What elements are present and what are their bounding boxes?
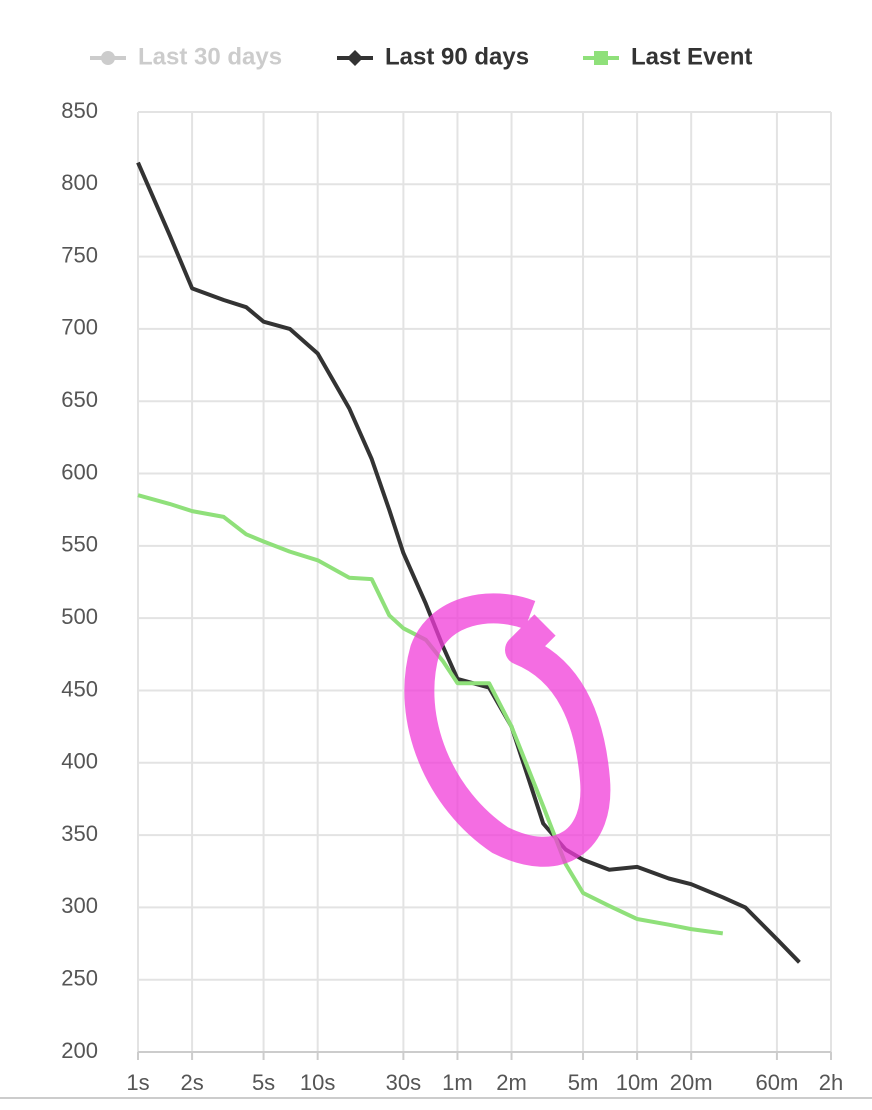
legend-label[interactable]: Last Event <box>631 43 752 70</box>
y-tick-label: 850 <box>61 98 98 123</box>
legend-label[interactable]: Last 30 days <box>138 43 282 70</box>
y-tick-label: 600 <box>61 459 98 484</box>
x-tick-label: 5s <box>252 1070 275 1095</box>
series-line <box>136 161 801 964</box>
y-tick-label: 450 <box>61 676 98 701</box>
y-tick-label: 500 <box>61 604 98 629</box>
legend-marker <box>101 51 115 65</box>
y-tick-label: 350 <box>61 821 98 846</box>
x-tick-label: 10s <box>300 1070 335 1095</box>
x-tick-label: 1s <box>126 1070 149 1095</box>
legend-marker <box>347 50 363 66</box>
y-tick-label: 800 <box>61 170 98 195</box>
x-tick-label: 60m <box>756 1070 799 1095</box>
x-tick-label: 1m <box>442 1070 473 1095</box>
legend-label[interactable]: Last 90 days <box>385 43 529 70</box>
x-tick-label: 20m <box>670 1070 713 1095</box>
y-tick-label: 750 <box>61 242 98 267</box>
x-tick-label: 2h <box>819 1070 843 1095</box>
x-tick-label: 10m <box>616 1070 659 1095</box>
x-tick-label: 2s <box>180 1070 203 1095</box>
y-tick-label: 400 <box>61 749 98 774</box>
y-tick-label: 700 <box>61 315 98 340</box>
y-tick-label: 200 <box>61 1038 98 1063</box>
y-tick-label: 300 <box>61 893 98 918</box>
legend-marker <box>594 51 608 65</box>
hand-drawn-circle <box>404 593 611 867</box>
y-tick-label: 650 <box>61 387 98 412</box>
x-tick-label: 5m <box>568 1070 599 1095</box>
y-tick-label: 250 <box>61 966 98 991</box>
x-tick-label: 30s <box>386 1070 421 1095</box>
y-tick-label: 550 <box>61 532 98 557</box>
x-tick-label: 2m <box>496 1070 527 1095</box>
